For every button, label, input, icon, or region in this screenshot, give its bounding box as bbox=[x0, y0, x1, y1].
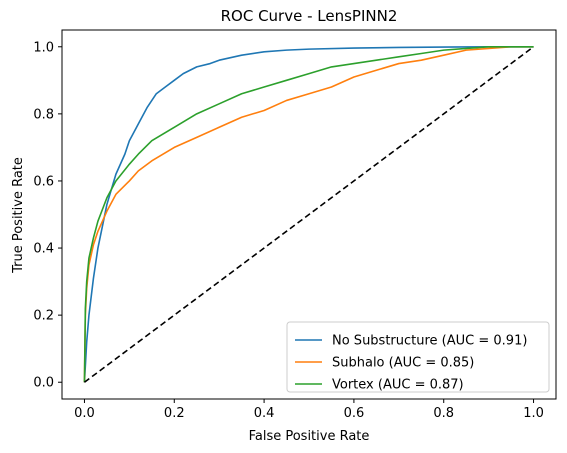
x-tick-label: 1.0 bbox=[523, 406, 544, 421]
legend-label: Vortex (AUC = 0.87) bbox=[332, 378, 464, 393]
diagonal-reference-line bbox=[83, 46, 535, 383]
y-tick-label: 0.4 bbox=[33, 242, 54, 257]
x-tick-label: 0.8 bbox=[433, 406, 454, 421]
y-tick-label: 0.2 bbox=[33, 309, 54, 324]
y-tick-label: 0.8 bbox=[33, 107, 54, 122]
plot-frame bbox=[61, 29, 557, 400]
series-layer bbox=[83, 45, 535, 383]
x-tick-label: 0.0 bbox=[74, 406, 95, 421]
y-axis-label: True Positive Rate bbox=[11, 157, 26, 274]
x-axis: 0.0 0.2 0.4 0.6 0.8 1.0 bbox=[74, 399, 544, 421]
legend: No Substructure (AUC = 0.91) Subhalo (AUC… bbox=[286, 321, 550, 393]
y-tick-label: 0.6 bbox=[33, 174, 54, 189]
legend-label: Subhalo (AUC = 0.85) bbox=[332, 356, 474, 371]
x-tick-label: 0.6 bbox=[344, 406, 365, 421]
legend-box bbox=[286, 321, 550, 393]
legend-label: No Substructure (AUC = 0.91) bbox=[332, 334, 527, 349]
x-tick-label: 0.4 bbox=[254, 406, 275, 421]
chart-title: ROC Curve - LensPINN2 bbox=[221, 7, 398, 25]
series-line-1 bbox=[83, 45, 534, 383]
series-line-0 bbox=[83, 45, 534, 383]
x-axis-label: False Positive Rate bbox=[249, 429, 370, 444]
x-tick-label: 0.2 bbox=[164, 406, 185, 421]
series-line-2 bbox=[83, 45, 534, 383]
y-tick-label: 1.0 bbox=[33, 40, 54, 55]
y-tick-label: 0.0 bbox=[33, 376, 54, 391]
y-axis: 0.0 0.2 0.4 0.6 0.8 1.0 bbox=[33, 40, 62, 391]
